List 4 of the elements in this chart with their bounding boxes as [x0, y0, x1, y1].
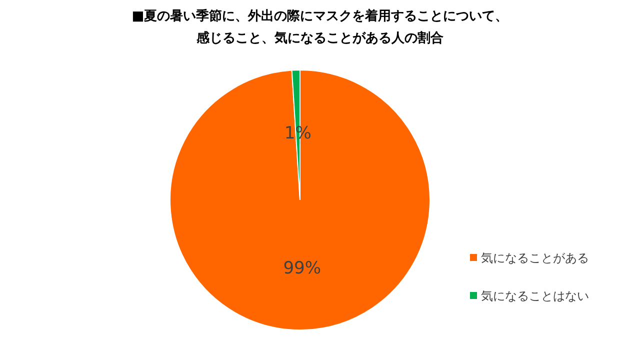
chart-title: ■夏の暑い季節に、外出の際にマスクを着用することについて、感じること、気になることがある人の割合	[130, 8, 510, 48]
legend-label: 気になることがある	[481, 251, 589, 265]
data-label: 99%	[283, 258, 322, 279]
legend-label: 気になることはない	[481, 289, 589, 303]
